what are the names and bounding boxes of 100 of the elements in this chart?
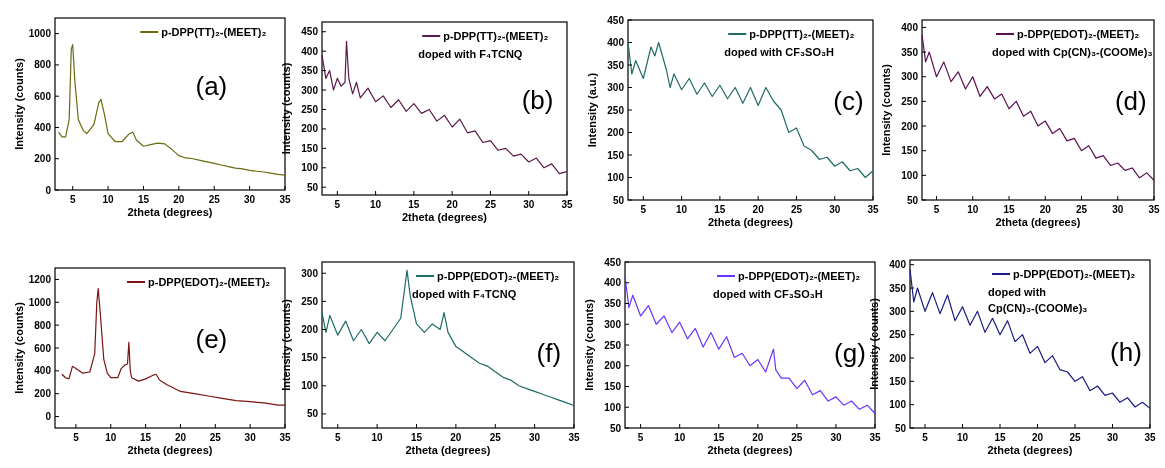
x-tick-label: 25 xyxy=(790,204,803,215)
y-tick-label: 400 xyxy=(34,121,52,133)
x-tick-label: 30 xyxy=(830,432,842,443)
y-tick-label: 250 xyxy=(604,339,622,351)
y-tick-label: 300 xyxy=(604,318,622,330)
x-tick-label: 15 xyxy=(408,199,420,210)
y-tick-label: 300 xyxy=(901,71,919,83)
x-axis-title: 2theta (degrees) xyxy=(708,216,794,228)
x-tick-label: 20 xyxy=(752,432,764,443)
x-tick-label: 30 xyxy=(1112,204,1124,215)
annotation: (d) xyxy=(1114,86,1147,116)
y-tick-label: 1200 xyxy=(28,273,52,285)
y-axis-title: Intensity (counts) xyxy=(280,298,292,391)
y-axis-title: Intensity (counts) xyxy=(880,63,892,156)
y-tick-label: 200 xyxy=(301,123,319,135)
x-tick-label: 30 xyxy=(523,199,535,210)
y-tick-label: 600 xyxy=(34,342,52,354)
y-tick-label: 350 xyxy=(607,59,625,71)
y-axis-title: Intensity (counts) xyxy=(583,298,595,391)
y-tick-label: 350 xyxy=(301,65,319,77)
x-tick-label: 20 xyxy=(446,199,459,210)
annotation: (c) xyxy=(833,86,864,116)
legend-label: p-DPP(EDOT)₂-(MEET)₂ xyxy=(148,276,271,288)
annotation: Cp(CN)₃-(COOMe)₃ xyxy=(988,302,1088,314)
y-tick-label: 100 xyxy=(607,172,625,183)
x-tick-label: 30 xyxy=(1106,432,1119,443)
y-tick-label: 50 xyxy=(306,408,319,420)
x-tick-label: 25 xyxy=(209,432,222,443)
y-tick-label: 300 xyxy=(301,84,319,96)
x-axis-title: 2theta (degrees) xyxy=(127,206,213,218)
x-tick-label: 35 xyxy=(279,194,291,205)
y-tick-label: 150 xyxy=(607,149,625,161)
y-tick-label: 350 xyxy=(901,46,919,58)
line-series xyxy=(321,40,568,175)
y-tick-label: 50 xyxy=(306,181,319,193)
x-tick-label: 10 xyxy=(674,432,686,443)
y-tick-label: 100 xyxy=(889,399,907,411)
x-tick-label: 5 xyxy=(640,204,647,215)
legend-label: p-DPP(TT)₂-(MEET)₂ xyxy=(443,30,549,42)
y-tick-label: 1000 xyxy=(28,296,52,308)
x-tick-label: 5 xyxy=(922,432,929,443)
annotation: doped with CF₃SO₃H xyxy=(713,288,823,300)
x-tick-label: 5 xyxy=(69,194,76,205)
y-tick-label: 1000 xyxy=(28,28,52,40)
y-tick-label: 150 xyxy=(301,352,319,364)
x-axis-title: 2theta (degrees) xyxy=(987,444,1073,456)
annotation: (f) xyxy=(536,337,562,368)
x-tick-label: 35 xyxy=(1148,204,1160,215)
y-tick-label: 400 xyxy=(34,365,52,377)
x-tick-label: 20 xyxy=(752,204,765,215)
y-tick-label: 0 xyxy=(45,411,52,423)
y-tick-label: 250 xyxy=(301,295,319,307)
y-tick-label: 200 xyxy=(889,352,907,364)
legend-label: p-DPP(EDOT)₂-(MEET)₂ xyxy=(437,270,560,282)
y-tick-label: 800 xyxy=(34,59,52,71)
x-tick-label: 10 xyxy=(105,432,117,443)
x-tick-label: 20 xyxy=(174,432,187,443)
x-tick-label: 25 xyxy=(489,432,502,443)
x-tick-label: 15 xyxy=(994,432,1006,443)
y-tick-label: 300 xyxy=(301,267,319,279)
x-axis-title: 2theta (degrees) xyxy=(402,211,488,223)
x-tick-label: 30 xyxy=(829,204,841,215)
y-tick-label: 800 xyxy=(34,319,52,331)
annotation: (e) xyxy=(195,324,228,354)
y-tick-label: 300 xyxy=(889,305,907,317)
x-tick-label: 15 xyxy=(410,432,423,443)
x-tick-label: 30 xyxy=(244,432,257,443)
annotation: doped with xyxy=(988,286,1047,298)
y-tick-label: 0 xyxy=(45,184,52,196)
x-tick-label: 35 xyxy=(867,204,879,215)
x-axis-title: 2theta (degrees) xyxy=(405,444,491,456)
x-tick-label: 20 xyxy=(1039,204,1052,215)
x-tick-label: 35 xyxy=(561,199,573,210)
x-tick-label: 15 xyxy=(140,432,152,443)
y-tick-label: 150 xyxy=(301,142,319,154)
y-tick-label: 300 xyxy=(607,82,625,93)
y-tick-label: 400 xyxy=(901,21,919,33)
y-axis-title: Intensity (counts) xyxy=(13,57,25,150)
legend-label: p-DPP(TT)₂-(MEET)₂ xyxy=(749,28,855,40)
y-tick-label: 50 xyxy=(894,422,907,434)
y-tick-label: 200 xyxy=(607,127,625,138)
y-axis-title: Intensity (counts) xyxy=(280,62,292,155)
x-tick-label: 25 xyxy=(791,432,803,443)
annotation: (h) xyxy=(1110,336,1142,367)
legend-label: p-DPP(EDOT)₂-(MEET)₂ xyxy=(738,270,861,282)
x-axis-title: 2theta (degrees) xyxy=(127,444,213,456)
y-tick-label: 250 xyxy=(901,95,919,107)
y-axis-title: Intensity (counts) xyxy=(868,297,880,390)
x-tick-label: 35 xyxy=(1144,432,1156,443)
y-tick-label: 400 xyxy=(604,277,622,289)
x-tick-label: 5 xyxy=(637,432,644,443)
y-tick-label: 600 xyxy=(34,90,52,102)
legend-label: p-DPP(EDOT)₂-(MEET)₂ xyxy=(1013,268,1136,280)
line-series xyxy=(909,268,1151,409)
x-tick-label: 5 xyxy=(73,432,80,443)
y-tick-label: 400 xyxy=(607,37,625,48)
x-tick-label: 30 xyxy=(529,432,541,443)
x-axis-title: 2theta (degrees) xyxy=(707,444,793,456)
y-tick-label: 450 xyxy=(301,26,319,38)
annotation: doped with F₄TCNQ xyxy=(412,288,517,300)
